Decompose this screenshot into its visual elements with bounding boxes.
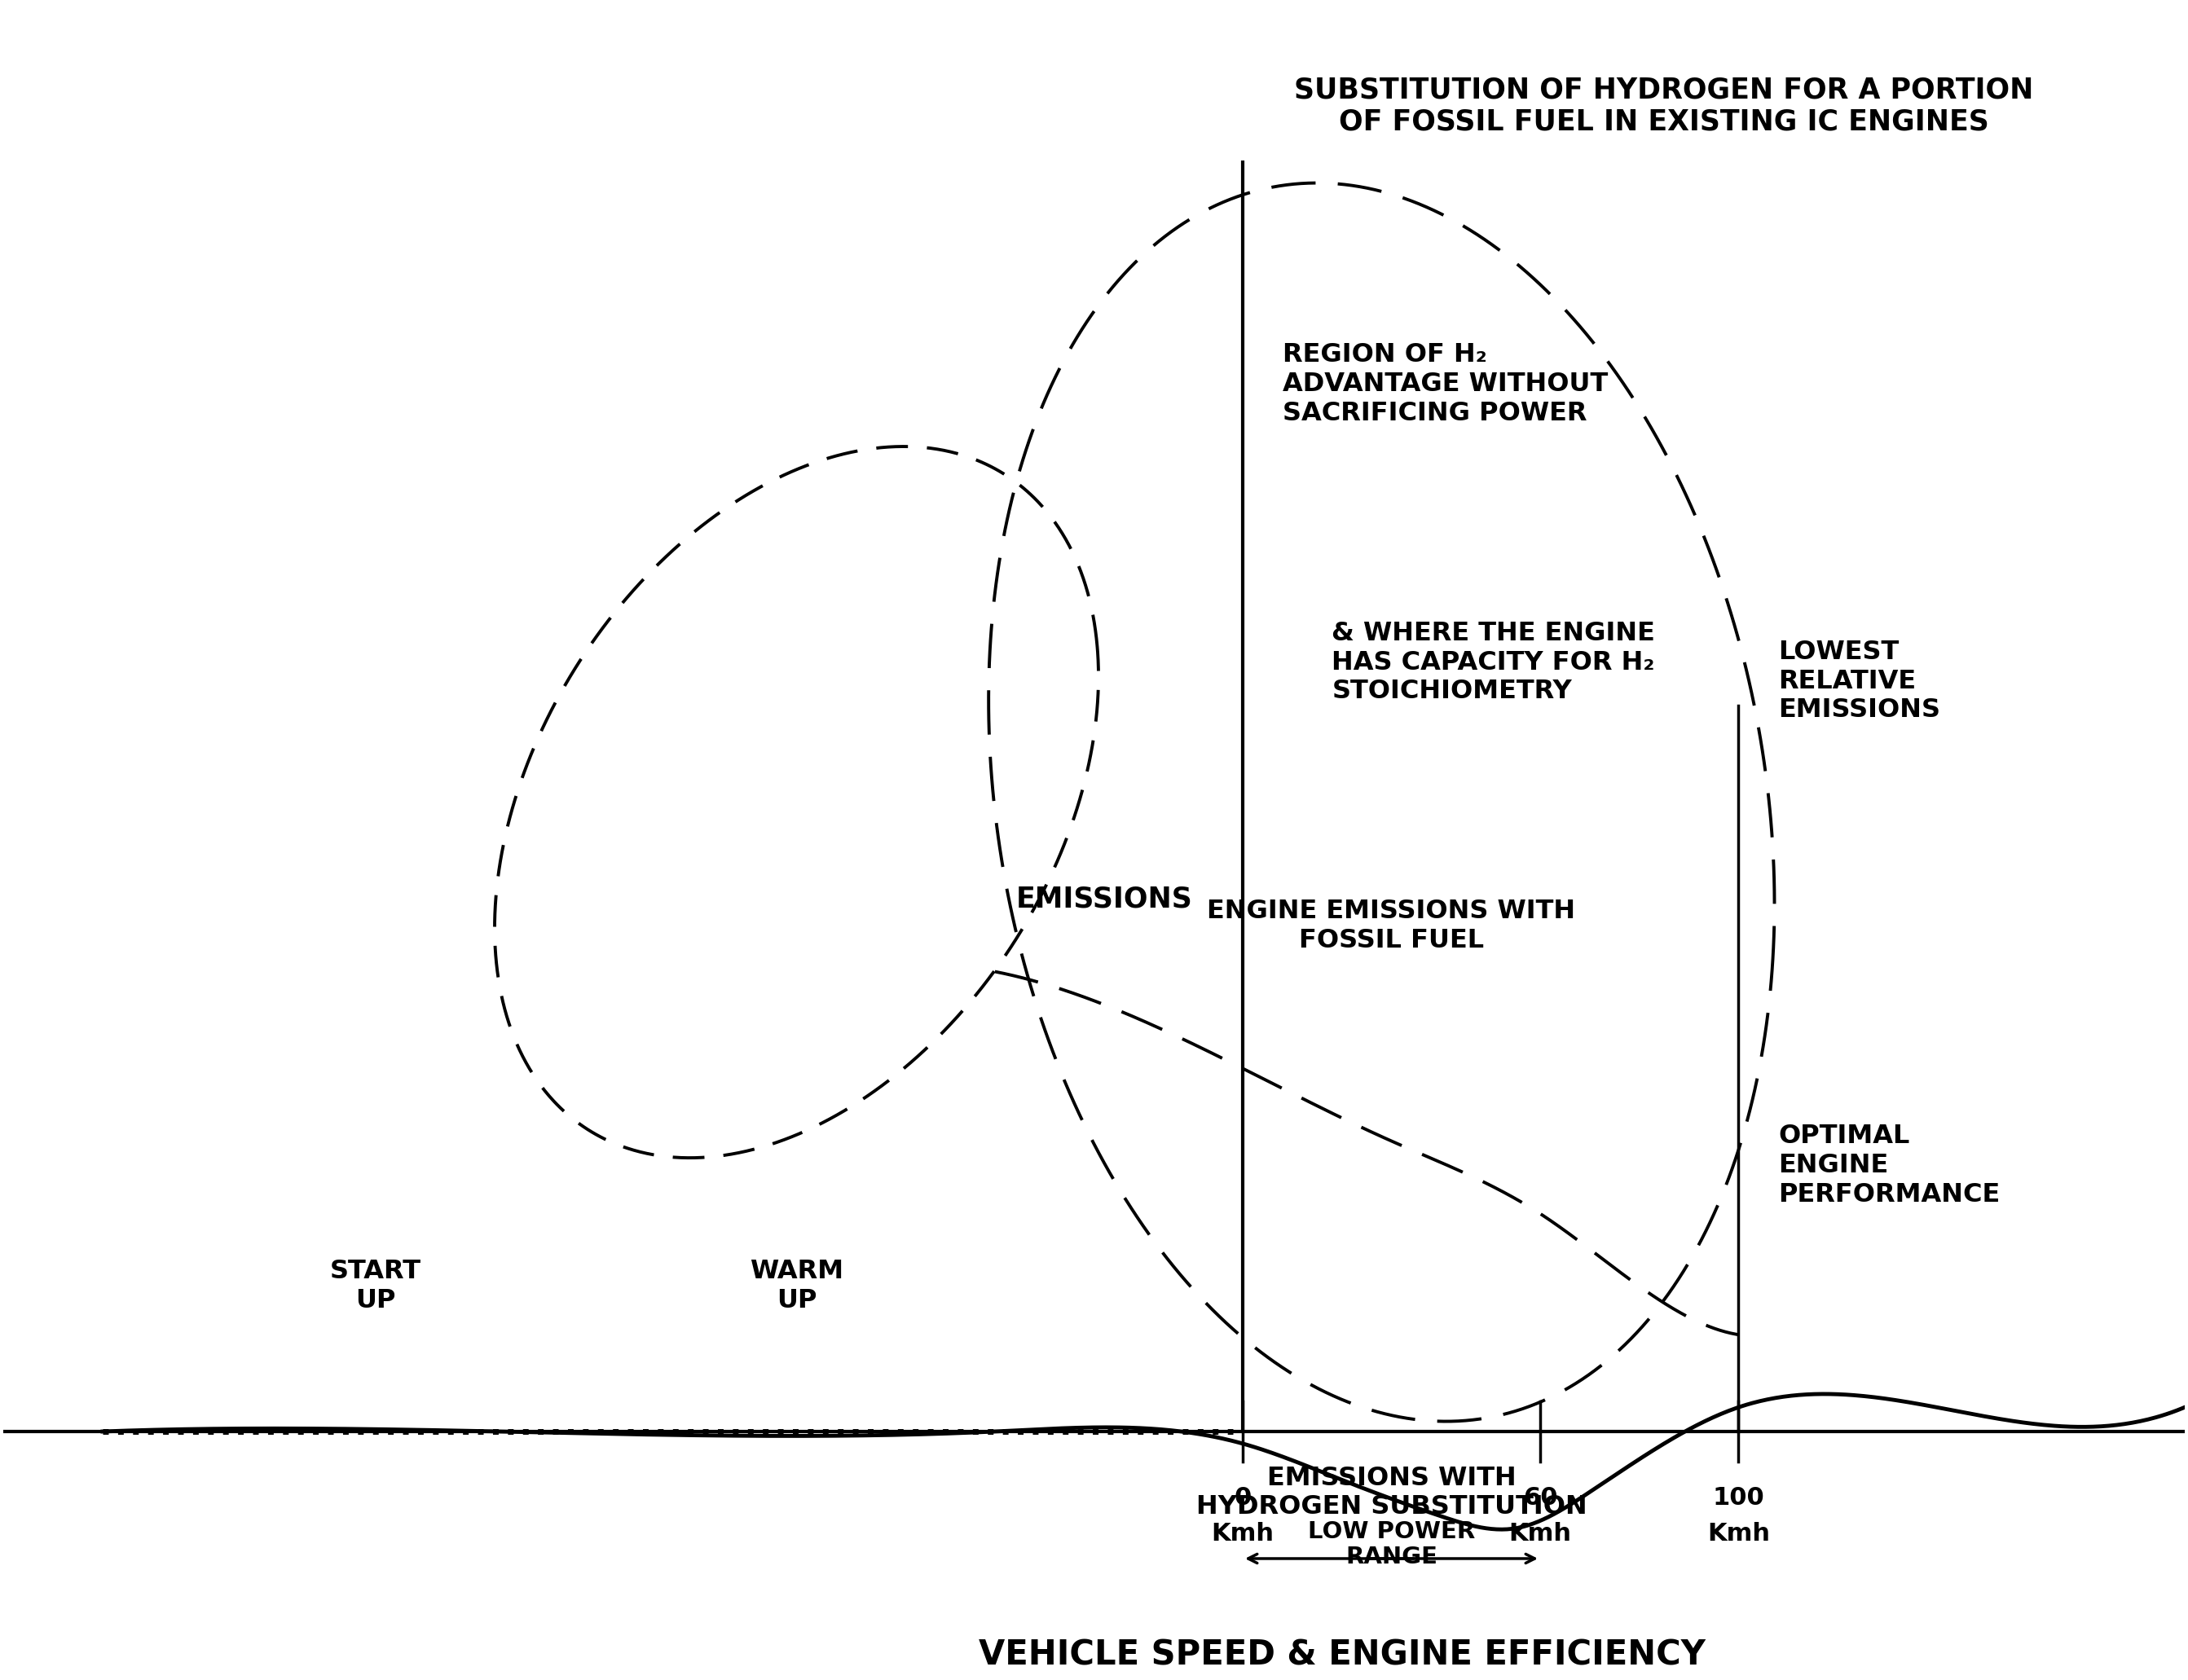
- Text: ENGINE EMISSIONS WITH
FOSSIL FUEL: ENGINE EMISSIONS WITH FOSSIL FUEL: [1208, 899, 1575, 954]
- Text: LOWEST
RELATIVE
EMISSIONS: LOWEST RELATIVE EMISSIONS: [1779, 640, 1941, 722]
- Text: LOW POWER: LOW POWER: [1308, 1520, 1475, 1542]
- Text: EMISSIONS: EMISSIONS: [1015, 885, 1192, 912]
- Text: 0: 0: [1234, 1487, 1252, 1510]
- Text: START
UP: START UP: [330, 1258, 420, 1314]
- Text: Kmh: Kmh: [1510, 1522, 1571, 1546]
- Text: OPTIMAL
ENGINE
PERFORMANCE: OPTIMAL ENGINE PERFORMANCE: [1779, 1124, 2000, 1206]
- Text: & WHERE THE ENGINE
HAS CAPACITY FOR H₂
STOICHIOMETRY: & WHERE THE ENGINE HAS CAPACITY FOR H₂ S…: [1332, 620, 1656, 704]
- Text: EMISSIONS WITH
HYDROGEN SUBSTITUTION: EMISSIONS WITH HYDROGEN SUBSTITUTION: [1197, 1465, 1586, 1520]
- Text: VEHICLE SPEED & ENGINE EFFICIENCY: VEHICLE SPEED & ENGINE EFFICIENCY: [978, 1638, 1704, 1673]
- Text: RANGE: RANGE: [1346, 1546, 1438, 1567]
- Text: 100: 100: [1713, 1487, 1764, 1510]
- Text: SUBSTITUTION OF HYDROGEN FOR A PORTION
OF FOSSIL FUEL IN EXISTING IC ENGINES: SUBSTITUTION OF HYDROGEN FOR A PORTION O…: [1295, 76, 2035, 136]
- Text: 60: 60: [1523, 1487, 1558, 1510]
- Text: WARM
UP: WARM UP: [750, 1258, 842, 1314]
- Text: REGION OF H₂
ADVANTAGE WITHOUT
SACRIFICING POWER: REGION OF H₂ ADVANTAGE WITHOUT SACRIFICI…: [1282, 343, 1608, 425]
- Text: Kmh: Kmh: [1212, 1522, 1273, 1546]
- Text: Kmh: Kmh: [1707, 1522, 1770, 1546]
